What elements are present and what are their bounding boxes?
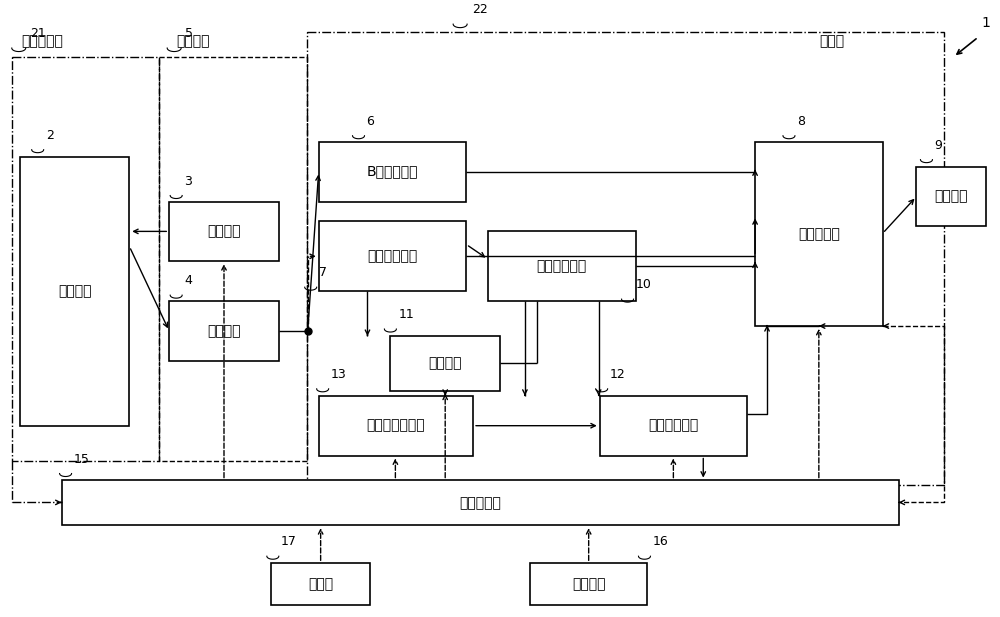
Text: 15: 15 — [74, 452, 89, 466]
Text: 13: 13 — [331, 368, 346, 381]
Text: 12: 12 — [610, 368, 625, 381]
Bar — [755, 142, 883, 326]
Bar — [12, 57, 159, 460]
Bar — [530, 563, 647, 605]
Bar — [62, 481, 899, 525]
Text: 4: 4 — [184, 274, 192, 287]
Text: 血流量测量部: 血流量测量部 — [648, 419, 698, 433]
Text: 装置控制部: 装置控制部 — [459, 496, 501, 510]
Text: 1: 1 — [981, 16, 990, 30]
Bar — [600, 395, 747, 455]
Bar — [307, 32, 944, 486]
Bar — [319, 395, 473, 455]
Text: 显示控制部: 显示控制部 — [798, 227, 840, 241]
Text: 振子阵列: 振子阵列 — [58, 284, 91, 298]
Text: 多普勒处理部: 多普勒处理部 — [367, 249, 418, 263]
Bar — [159, 57, 307, 460]
Text: 超声波探头: 超声波探头 — [22, 34, 64, 48]
Bar — [169, 202, 279, 261]
Bar — [319, 142, 466, 202]
Bar — [319, 222, 466, 291]
Text: 输入装置: 输入装置 — [572, 577, 605, 591]
Text: 5: 5 — [185, 27, 193, 40]
Text: 存储部: 存储部 — [308, 577, 333, 591]
Text: B模式处理部: B模式处理部 — [367, 165, 418, 178]
Text: 3: 3 — [184, 175, 192, 188]
Text: 8: 8 — [797, 115, 805, 128]
Text: 9: 9 — [934, 139, 942, 152]
Text: 门设置部: 门设置部 — [428, 357, 462, 370]
Text: 血流速度计算部: 血流速度计算部 — [367, 419, 425, 433]
Bar — [271, 563, 370, 605]
Text: 收发电路: 收发电路 — [176, 34, 210, 48]
Text: 7: 7 — [319, 266, 327, 280]
Bar — [20, 157, 129, 426]
Text: 10: 10 — [636, 278, 651, 291]
Text: 显示装置: 显示装置 — [935, 189, 968, 204]
Text: 血管壁检测部: 血管壁检测部 — [537, 259, 587, 273]
Text: 6: 6 — [366, 115, 374, 128]
Text: 21: 21 — [30, 27, 45, 40]
Text: 处理器: 处理器 — [819, 34, 844, 48]
Bar — [916, 167, 986, 226]
Bar — [390, 336, 500, 391]
Text: 2: 2 — [46, 129, 54, 142]
Text: 16: 16 — [652, 536, 668, 549]
Text: 接收电路: 接收电路 — [207, 324, 241, 338]
Text: 22: 22 — [472, 3, 488, 16]
Text: 11: 11 — [398, 308, 414, 321]
Bar — [169, 301, 279, 361]
Text: 17: 17 — [281, 536, 297, 549]
Bar — [488, 231, 636, 301]
Text: 发射电路: 发射电路 — [207, 225, 241, 238]
